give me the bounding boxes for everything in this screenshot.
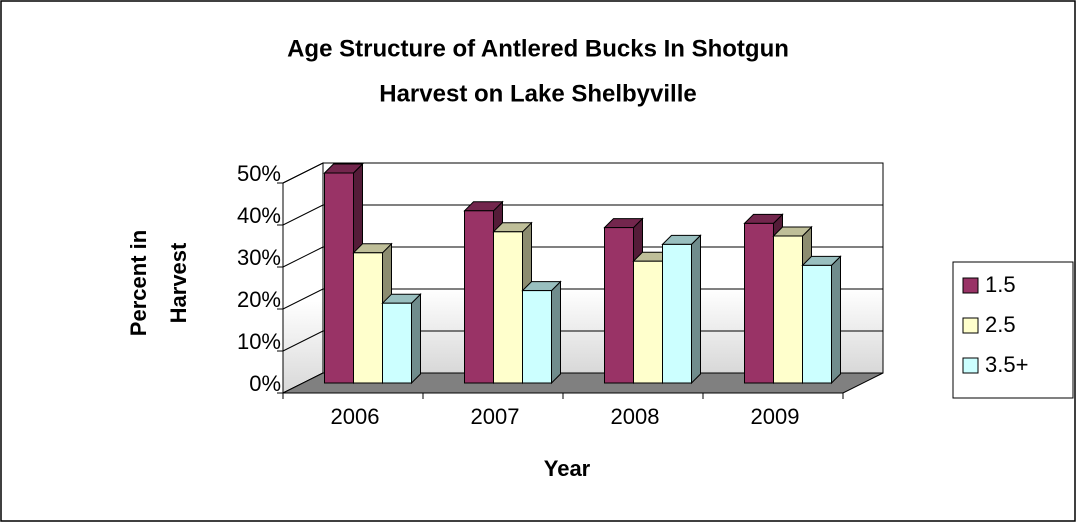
legend-swatch	[962, 277, 979, 294]
bar	[633, 260, 663, 384]
x-tick-label: 2009	[751, 404, 800, 429]
side-wall	[282, 162, 324, 394]
legend-label: 1.5	[985, 272, 1016, 297]
legend-swatch	[962, 317, 979, 334]
y-tick-label: 20%	[237, 287, 281, 312]
y-tick-label: 10%	[237, 329, 281, 354]
bar	[493, 231, 523, 384]
legend-swatch	[962, 357, 979, 374]
grid-line	[282, 204, 324, 226]
bar	[773, 235, 803, 384]
grid-line	[282, 162, 324, 184]
bar-side	[411, 292, 421, 385]
x-axis-title: Year	[544, 456, 591, 481]
bar-side	[691, 234, 701, 385]
bar-side	[831, 255, 841, 385]
bar	[382, 302, 412, 384]
y-axis-title: Harvest	[166, 242, 191, 323]
bar	[353, 252, 383, 384]
x-tick-label: 2006	[331, 404, 380, 429]
y-tick-label: 30%	[237, 245, 281, 270]
legend-label: 3.5+	[985, 352, 1028, 377]
bar	[324, 172, 354, 384]
grid-line	[282, 246, 324, 268]
bar	[522, 290, 552, 384]
chart-title: Harvest on Lake Shelbyville	[379, 80, 696, 107]
legend-label: 2.5	[985, 312, 1016, 337]
x-tick-label: 2008	[611, 404, 660, 429]
y-tick-label: 40%	[237, 203, 281, 228]
bar	[662, 243, 692, 384]
bar	[802, 264, 832, 384]
bar	[744, 222, 774, 384]
floor	[282, 372, 884, 394]
bar-side	[551, 280, 561, 385]
y-tick-label: 0%	[249, 371, 281, 396]
x-tick-label: 2007	[471, 404, 520, 429]
bar	[604, 227, 634, 384]
chart-title: Age Structure of Antlered Bucks In Shotg…	[287, 35, 789, 62]
y-axis-title: Percent in	[126, 230, 151, 336]
bar	[464, 210, 494, 384]
y-tick-label: 50%	[237, 161, 281, 186]
grid-line	[282, 330, 324, 352]
grid-line	[282, 288, 324, 310]
